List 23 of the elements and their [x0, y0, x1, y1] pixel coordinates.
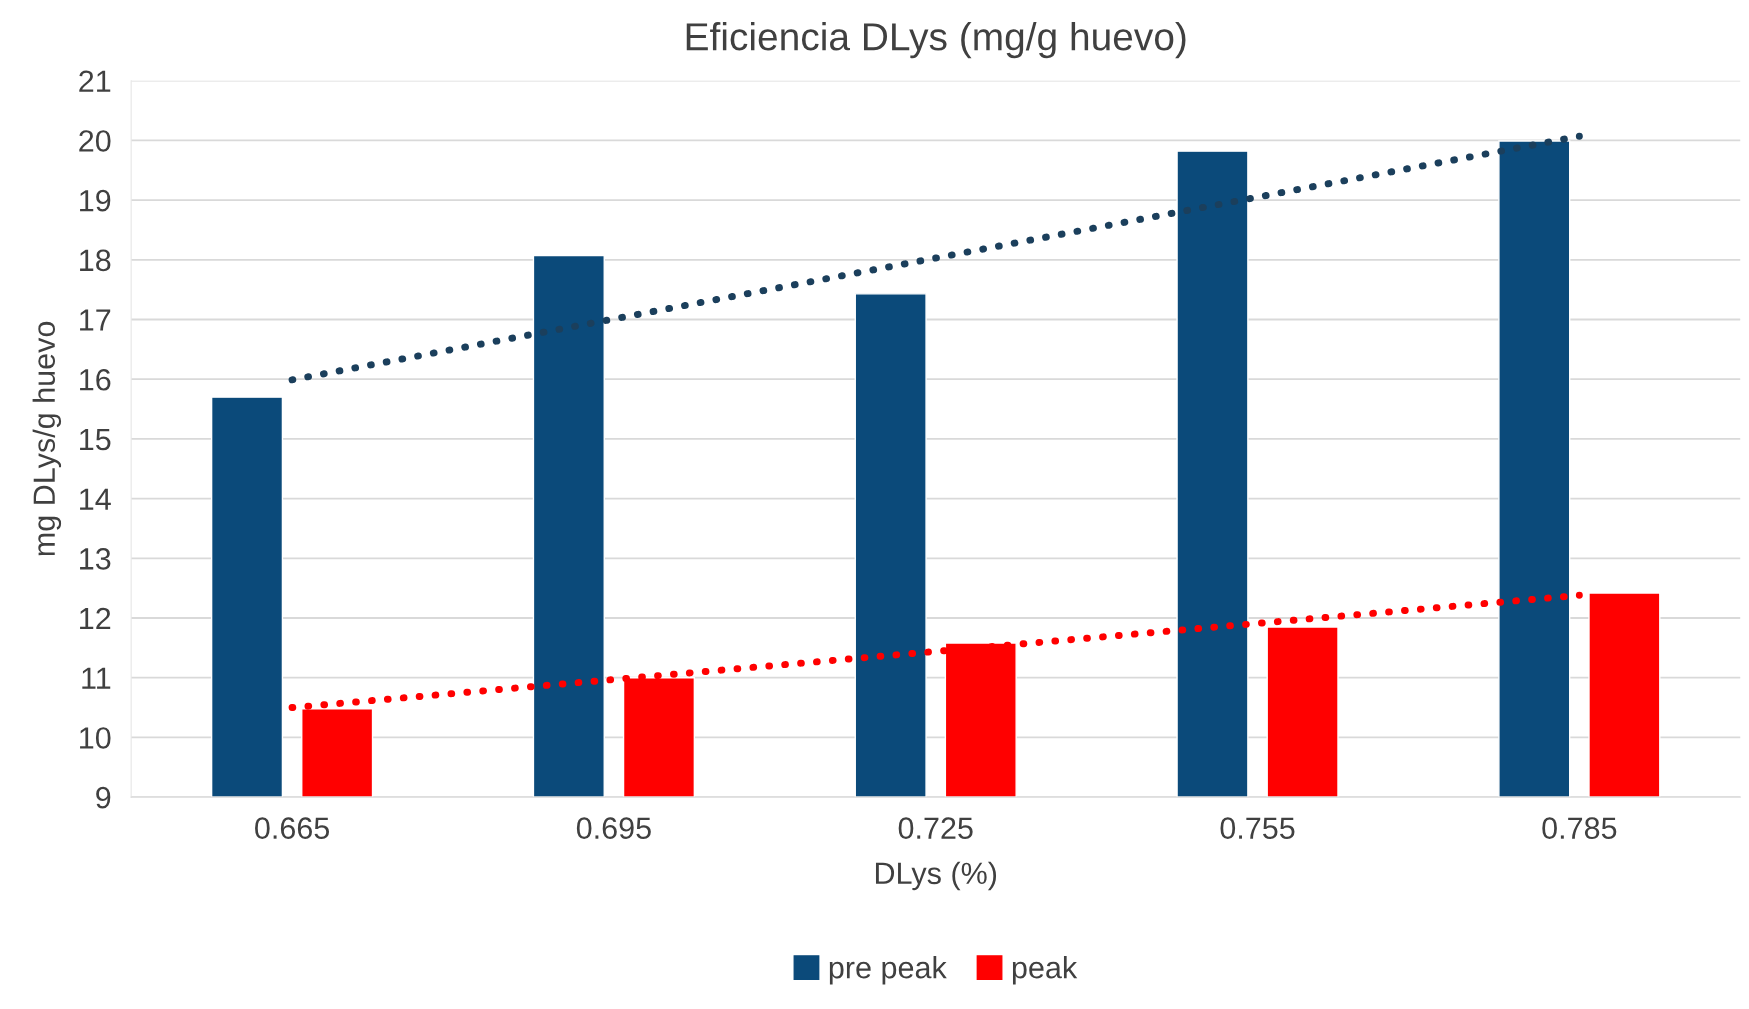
y-tick-label: 17 — [80, 309, 111, 331]
legend-label: peak — [1012, 956, 1078, 985]
x-tick-label: 0.755 — [1220, 817, 1295, 839]
x-tick-label: 0.785 — [1542, 817, 1617, 839]
y-tick-label: 18 — [80, 249, 111, 272]
y-tick-label: 20 — [79, 130, 111, 152]
y-tick-label: 13 — [80, 548, 111, 570]
x-tick-label: 0.665 — [255, 817, 330, 839]
y-axis-title: mg DLys/g huevo — [32, 321, 62, 556]
x-tick-label: 0.725 — [898, 817, 973, 839]
y-tick-label: 10 — [80, 727, 111, 749]
y-tick-label: 19 — [80, 189, 111, 212]
y-tick-label: 16 — [80, 368, 111, 391]
x-tick-label: 0.695 — [576, 817, 651, 839]
y-tick-label: 21 — [79, 70, 111, 92]
y-tick-label: 12 — [80, 607, 111, 630]
x-axis-title: DLys (%) — [875, 861, 997, 891]
y-tick-label: 14 — [80, 488, 111, 510]
y-tick-label: 15 — [80, 428, 111, 451]
legend-label: pre peak — [829, 956, 947, 985]
y-tick-label: 11 — [82, 667, 111, 689]
y-tick-label: 9 — [96, 786, 111, 809]
chart-title: Eficiencia DLys (mg/g huevo) — [686, 21, 1186, 59]
